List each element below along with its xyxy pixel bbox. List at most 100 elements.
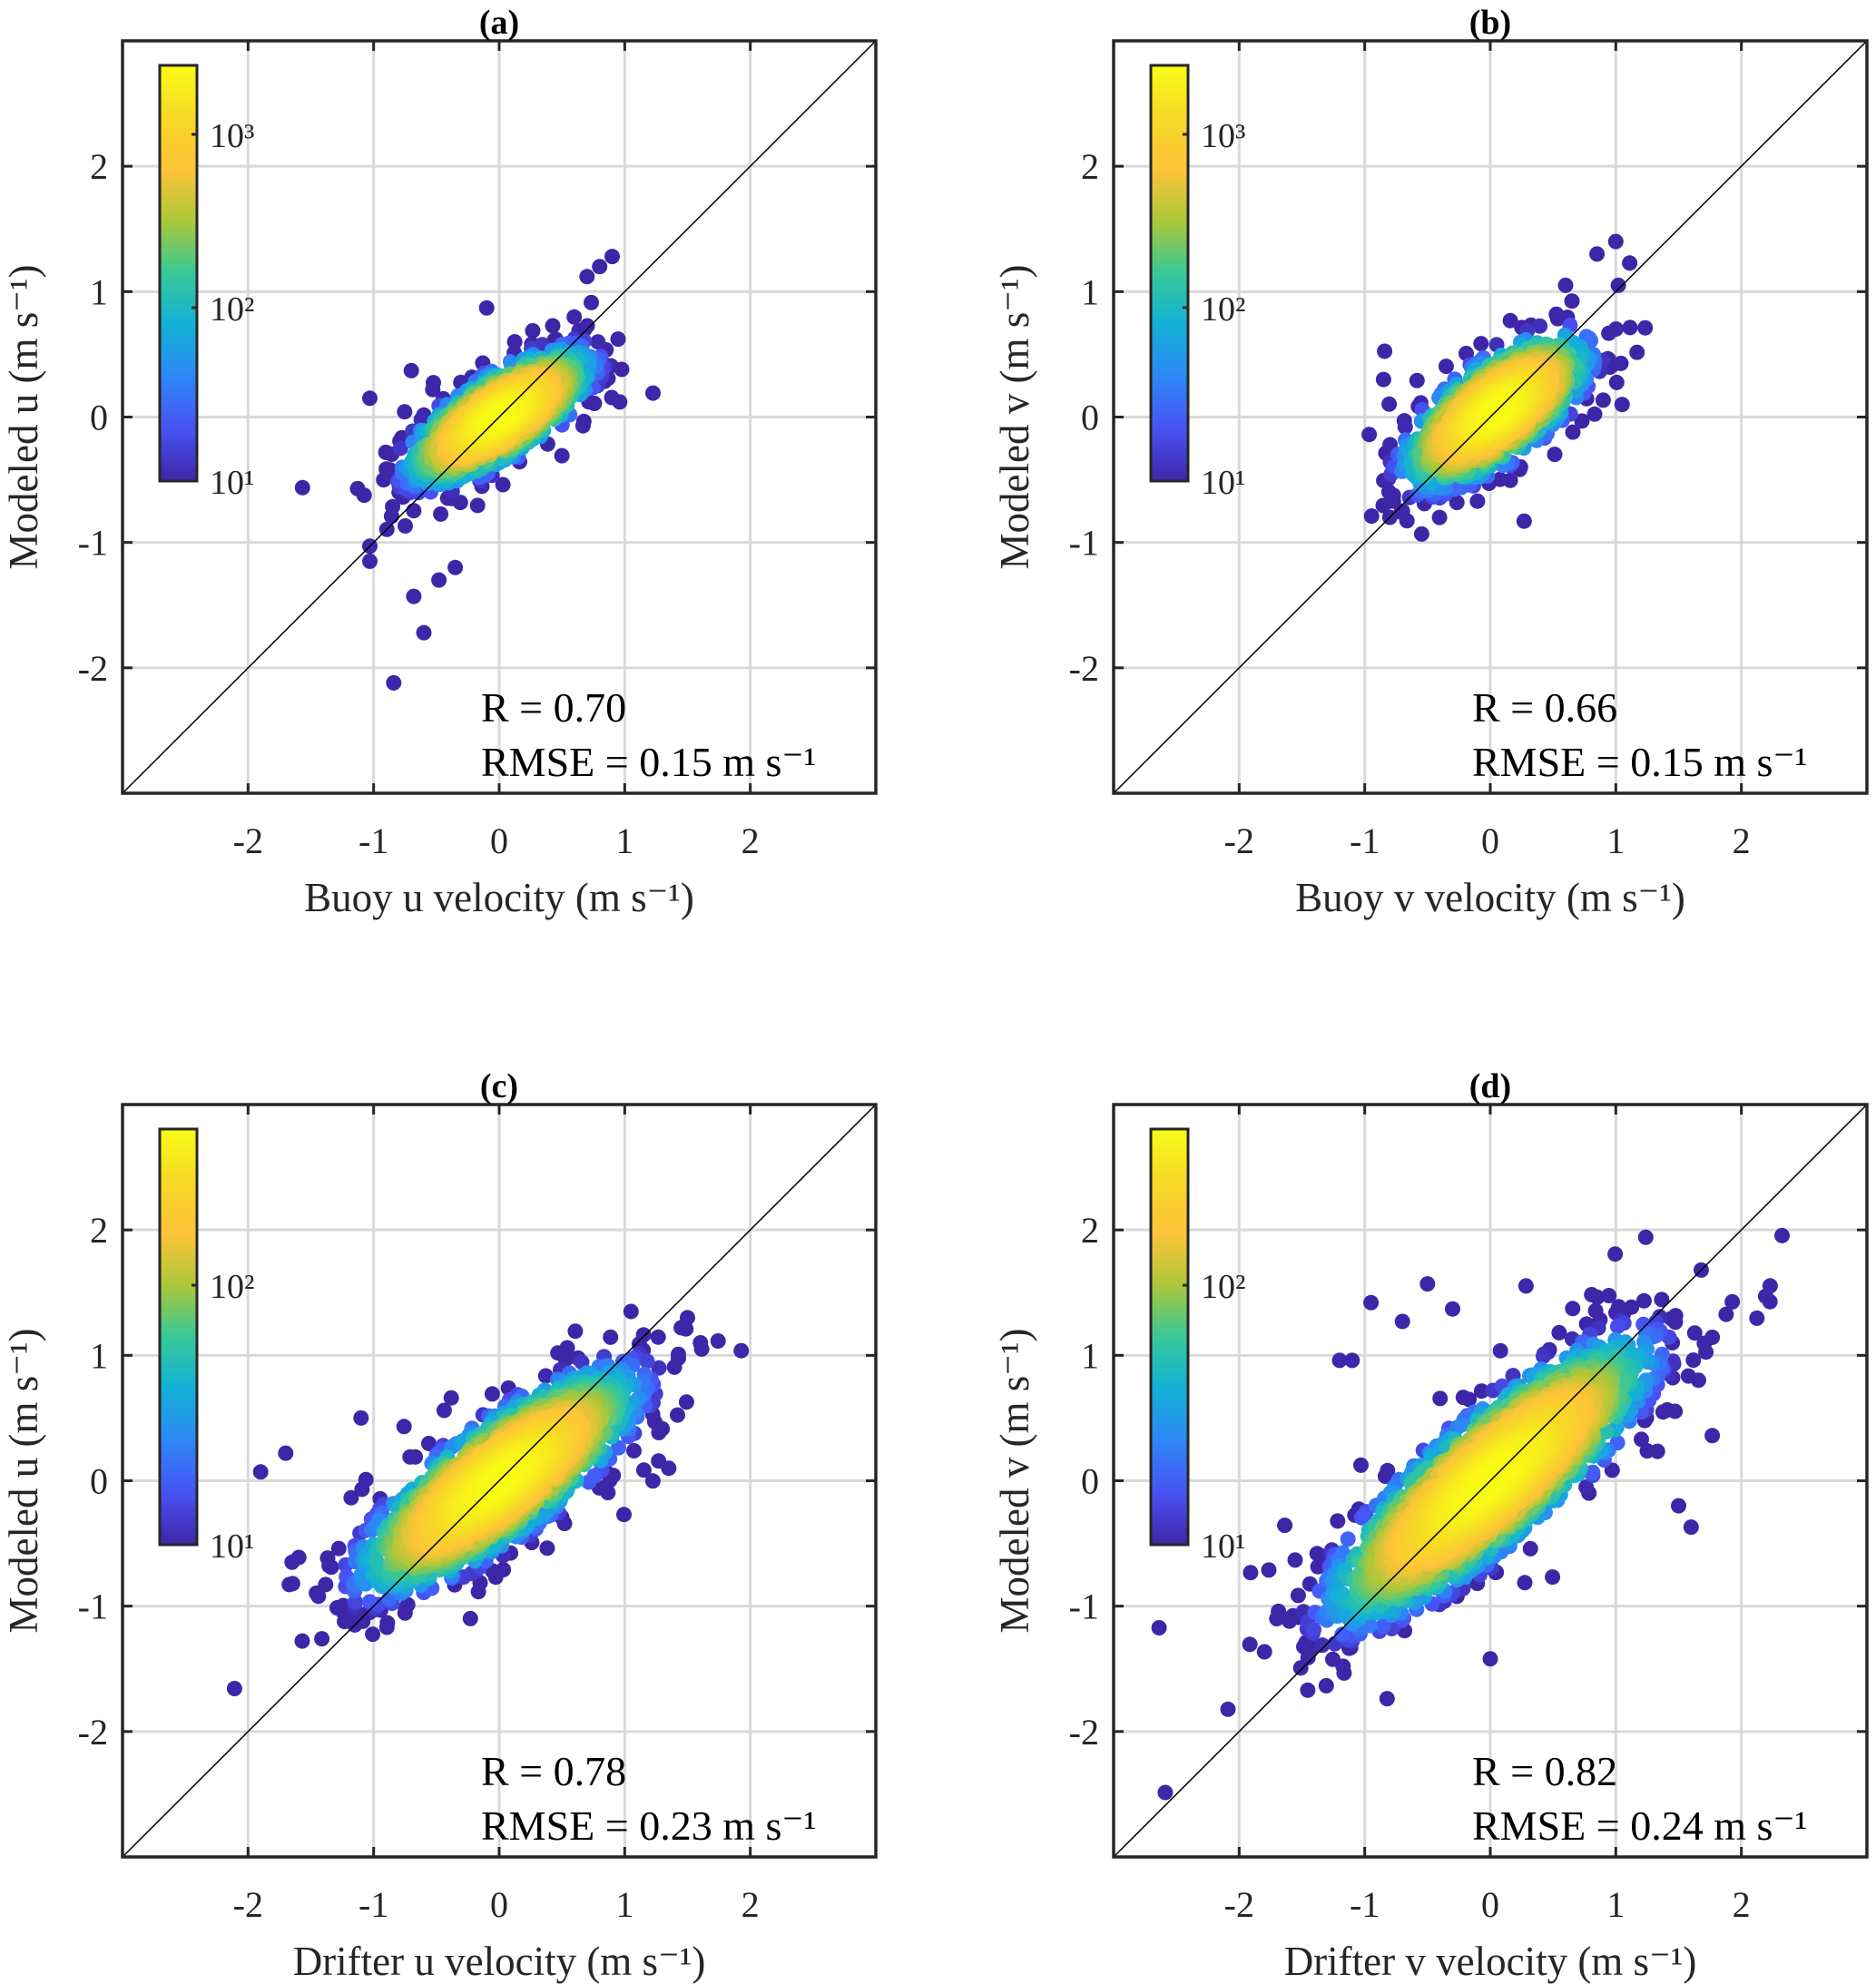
y-tick-label: -2 [78,648,108,689]
data-point [651,1360,667,1376]
data-point [252,1464,269,1480]
data-point [495,476,511,493]
data-point [1610,277,1626,293]
data-point [670,1407,685,1423]
colorbar-tick-label: 10³ [1201,117,1245,155]
data-point [425,381,441,398]
data-point [385,498,401,515]
data-point [365,1626,381,1643]
data-point [604,389,620,406]
data-point [1516,513,1532,529]
data-point [443,1390,459,1406]
data-point [397,404,413,420]
data-point [584,294,599,310]
r-value: R = 0.70 [481,684,626,731]
data-point [1547,447,1563,463]
data-point [1473,336,1489,352]
data-point [1601,325,1617,341]
rmse-value: RMSE = 0.15 m s⁻¹ [1472,739,1807,785]
data-point [1557,277,1574,293]
x-tick-label: 0 [1481,820,1499,861]
y-tick-label: 2 [1081,146,1099,187]
data-point [398,518,413,534]
data-point [567,1323,584,1340]
data-point [566,309,583,325]
data-point [733,1342,750,1359]
data-point [644,1473,661,1489]
data-point [635,1462,652,1478]
y-tick-label: 1 [90,271,108,312]
data-point [356,487,372,504]
data-point [1438,358,1454,375]
data-point [1637,319,1654,336]
y-tick-label: 0 [90,398,108,438]
data-point [330,1540,347,1557]
data-point [1449,495,1465,511]
data-point [226,1681,242,1696]
x-tick-label: -1 [1350,820,1380,861]
x-tick-label: -1 [359,1884,388,1925]
data-point [506,334,523,350]
data-point [1574,413,1590,429]
data-point [1413,525,1429,542]
y-axis-label: Modeled u (m s⁻¹) [1,265,46,570]
data-point [314,1631,330,1647]
data-point [354,1481,370,1498]
colorbar-tick-label: 10³ [210,117,254,155]
x-tick-label: 2 [1733,820,1751,861]
data-point [362,553,378,569]
data-point [678,1321,694,1337]
y-tick-label: 0 [1081,398,1099,438]
data-point [623,1303,639,1320]
data-point [1564,293,1580,309]
colorbar [158,64,199,483]
data-point [1622,319,1638,336]
data-point [610,331,626,348]
x-tick-label: 2 [742,1884,760,1925]
x-tick-label: 1 [615,1884,634,1925]
y-tick-label: -1 [78,1586,108,1627]
data-point [1614,397,1630,413]
data-point [645,385,661,401]
data-point [362,390,378,407]
data-point [284,1576,300,1592]
data-point [386,674,402,691]
data-point [379,1615,396,1631]
data-point [1393,504,1409,520]
data-point [478,300,495,316]
data-point [392,440,408,457]
data-point [406,588,422,604]
data-point [431,572,447,588]
data-point [1532,318,1548,334]
scatter-points [226,1303,750,1696]
data-point [399,1596,416,1613]
y-tick-label: -1 [78,523,108,564]
data-point [592,259,608,275]
data-point [616,1507,632,1523]
colorbar-tick-label: 10² [210,290,254,329]
data-point [462,1610,478,1626]
data-point [447,559,464,575]
data-point [318,1576,334,1593]
data-point [1397,419,1413,435]
x-tick-label: 1 [615,820,634,861]
data-point [1385,487,1401,504]
data-point [579,269,595,285]
data-point [539,1540,555,1557]
colorbar [1149,64,1190,483]
r-value: R = 0.66 [1472,684,1617,731]
x-tick-label: 0 [490,820,508,861]
data-point [590,334,606,350]
data-point [1589,246,1606,262]
data-point [666,1359,683,1375]
x-tick-label: 2 [742,820,760,861]
data-point [421,1436,437,1451]
y-tick-label: 2 [90,1210,108,1251]
data-point [1595,392,1611,408]
x-tick-label: -2 [233,1884,263,1925]
panel-title: (b) [1469,4,1511,42]
data-point [1431,509,1448,525]
panel-title: (a) [479,4,519,42]
